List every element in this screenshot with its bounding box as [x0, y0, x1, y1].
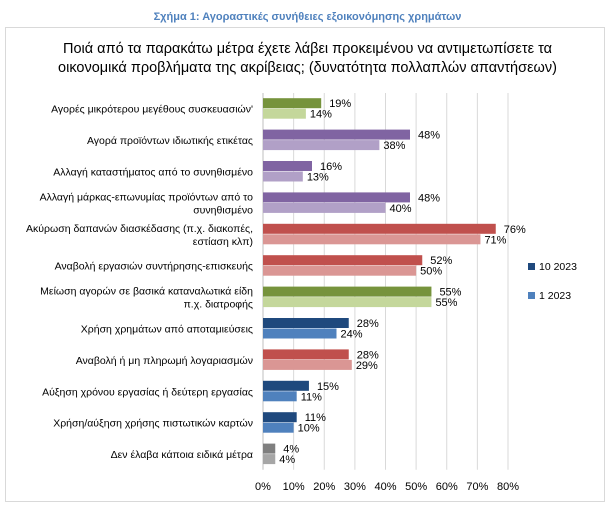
data-label: 71% — [484, 234, 506, 246]
category-label: Αγορά προϊόντων ιδιωτικής ετικέτας — [87, 135, 253, 147]
category-label: Μείωση αγορών σε βασικά καταναλωτικά είδ… — [40, 286, 253, 298]
legend-swatch — [528, 263, 535, 270]
bar — [263, 443, 276, 454]
data-label: 28% — [357, 349, 379, 361]
data-label: 55% — [439, 287, 461, 299]
category-label: εστίαση κλπ) — [193, 236, 253, 248]
category-label: Δεν έλαβα κάποια ειδικά μέτρα — [111, 449, 253, 461]
x-tick-label: 60% — [436, 481, 458, 493]
bar — [263, 297, 432, 308]
data-label: 76% — [504, 224, 526, 236]
chart-title-line: Ποιά από τα παρακάτω μέτρα έχετε λάβει π… — [63, 41, 552, 57]
data-label: 48% — [418, 192, 440, 204]
category-label: π.χ. διατροφής — [184, 299, 253, 311]
chart-title: Ποιά από τα παρακάτω μέτρα έχετε λάβει π… — [0, 40, 615, 78]
category-label: συνηθισμένο — [193, 204, 253, 216]
data-label: 4% — [283, 444, 299, 456]
category-label: Αναβολή ή μη πληρωμή λογαριασμών — [76, 355, 253, 367]
x-tick-label: 30% — [344, 481, 366, 493]
bar — [263, 286, 432, 297]
data-label: 14% — [310, 109, 332, 121]
legend-label: 10 2023 — [539, 261, 577, 273]
bar — [263, 422, 294, 433]
data-label: 11% — [305, 412, 326, 424]
bar — [263, 161, 312, 171]
bar — [263, 234, 481, 245]
data-label: 38% — [383, 140, 405, 152]
x-tick-label: 0% — [255, 481, 271, 493]
bar — [263, 328, 337, 339]
category-label: Αγορές μικρότερου μεγέθους συσκευασιών' — [51, 104, 253, 116]
category-label: Αλλαγή καταστήματος από το συνηθισμένο — [53, 167, 253, 179]
bar — [263, 98, 322, 109]
category-label: Ακύρωση δαπανών διασκέδασης (π.χ. διακοπ… — [26, 223, 253, 235]
x-tick-label: 10% — [283, 481, 305, 493]
bar — [263, 129, 410, 140]
bar — [263, 192, 410, 203]
chart-frame — [5, 27, 605, 502]
bar — [263, 171, 303, 182]
x-tick-label: 80% — [497, 481, 519, 493]
bar — [263, 359, 352, 370]
data-label: 24% — [341, 329, 363, 341]
bar — [263, 380, 309, 391]
data-label: 55% — [435, 297, 457, 309]
category-label: Χρήση χρημάτων από αποταμιεύσεις — [81, 324, 253, 336]
bar — [263, 318, 349, 328]
bar — [263, 108, 306, 119]
x-tick-label: 70% — [466, 481, 488, 493]
data-label: 48% — [418, 130, 440, 142]
category-label: Αύξηση χρόνου εργασίας ή δεύτερη εργασία… — [42, 386, 253, 398]
bar — [263, 202, 386, 213]
legend-label: 1 2023 — [539, 290, 571, 302]
data-label: 13% — [307, 172, 329, 184]
chart-title-line: οικονομικά προβλήματα της ακρίβειας; (δυ… — [58, 60, 557, 76]
x-tick-label: 40% — [374, 481, 396, 493]
x-tick-label: 20% — [313, 481, 335, 493]
bar — [263, 140, 380, 151]
bar — [263, 391, 297, 402]
bar — [263, 265, 417, 276]
x-tick-label: 50% — [405, 481, 427, 493]
bar — [263, 454, 276, 465]
data-label: 4% — [279, 454, 295, 466]
data-label: 40% — [390, 203, 412, 215]
bar — [263, 349, 349, 360]
bar — [263, 412, 297, 423]
data-label: 15% — [317, 381, 339, 393]
category-label: Αλλαγή μάρκας-επωνυμίας προϊόντων από το — [40, 191, 254, 203]
data-label: 52% — [430, 255, 452, 267]
legend-swatch — [528, 292, 535, 299]
data-label: 11% — [301, 391, 322, 403]
category-label: Αναβολή εργασιών συντήρησης-επισκευής — [55, 261, 253, 273]
data-label: 10% — [298, 423, 320, 435]
figure-title: Σχήμα 1: Αγοραστικές συνήθειες εξοικονόμ… — [153, 11, 462, 23]
data-label: 28% — [357, 318, 379, 330]
data-label: 29% — [356, 360, 378, 372]
data-label: 19% — [329, 98, 351, 110]
bar — [263, 255, 423, 266]
bar — [263, 223, 496, 234]
data-label: 16% — [320, 161, 342, 173]
category-label: Χρήση/αύξηση χρήσης πιστωτικών καρτών — [53, 418, 253, 430]
data-label: 50% — [420, 266, 442, 278]
